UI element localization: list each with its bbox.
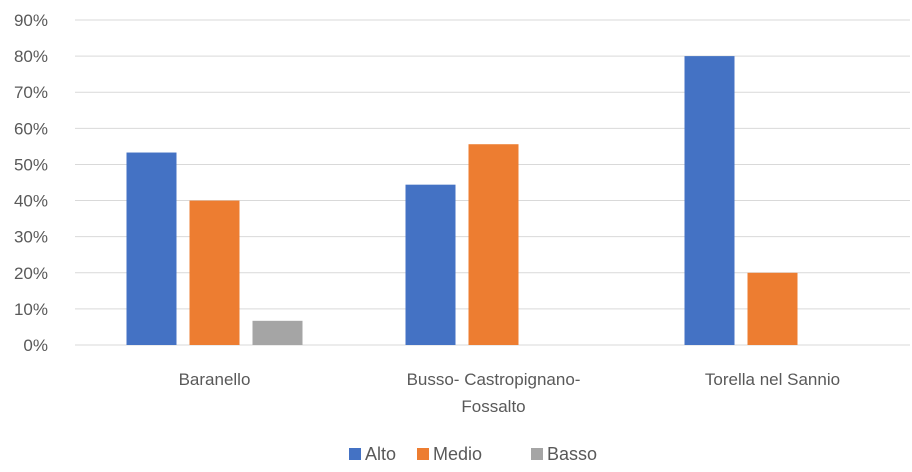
y-tick-label: 50% bbox=[14, 155, 48, 174]
bar-medio bbox=[468, 144, 519, 345]
bar-medio bbox=[189, 200, 240, 345]
legend-label-alto: Alto bbox=[365, 444, 396, 464]
bars bbox=[126, 56, 798, 345]
y-tick-label: 40% bbox=[14, 192, 48, 211]
category-label: Baranello bbox=[179, 370, 251, 389]
bar-medio bbox=[747, 272, 798, 345]
y-tick-label: 20% bbox=[14, 264, 48, 283]
category-label: Fossalto bbox=[461, 397, 525, 416]
legend-label-medio: Medio bbox=[433, 444, 482, 464]
y-tick-label: 70% bbox=[14, 83, 48, 102]
bar-alto bbox=[405, 184, 456, 345]
legend-swatch-medio bbox=[417, 448, 429, 460]
y-tick-label: 10% bbox=[14, 300, 48, 319]
bar-basso bbox=[252, 320, 303, 345]
legend-swatch-alto bbox=[349, 448, 361, 460]
y-tick-label: 60% bbox=[14, 119, 48, 138]
y-tick-label: 90% bbox=[14, 11, 48, 30]
category-label: Torella nel Sannio bbox=[705, 370, 840, 389]
y-tick-label: 0% bbox=[23, 336, 48, 355]
legend-swatch-basso bbox=[531, 448, 543, 460]
bar-alto bbox=[126, 152, 177, 345]
y-tick-label: 30% bbox=[14, 228, 48, 247]
y-tick-label: 80% bbox=[14, 47, 48, 66]
legend: Alto Medio Basso bbox=[349, 444, 597, 464]
legend-label-basso: Basso bbox=[547, 444, 597, 464]
category-label: Busso- Castropignano- bbox=[407, 370, 581, 389]
y-axis-tick-labels: 0% 10% 20% 30% 40% 50% 60% 70% 80% 90% bbox=[14, 11, 48, 355]
x-axis-category-labels: Baranello Busso- Castropignano- Fossalto To… bbox=[179, 370, 840, 416]
bar-alto bbox=[684, 56, 735, 345]
